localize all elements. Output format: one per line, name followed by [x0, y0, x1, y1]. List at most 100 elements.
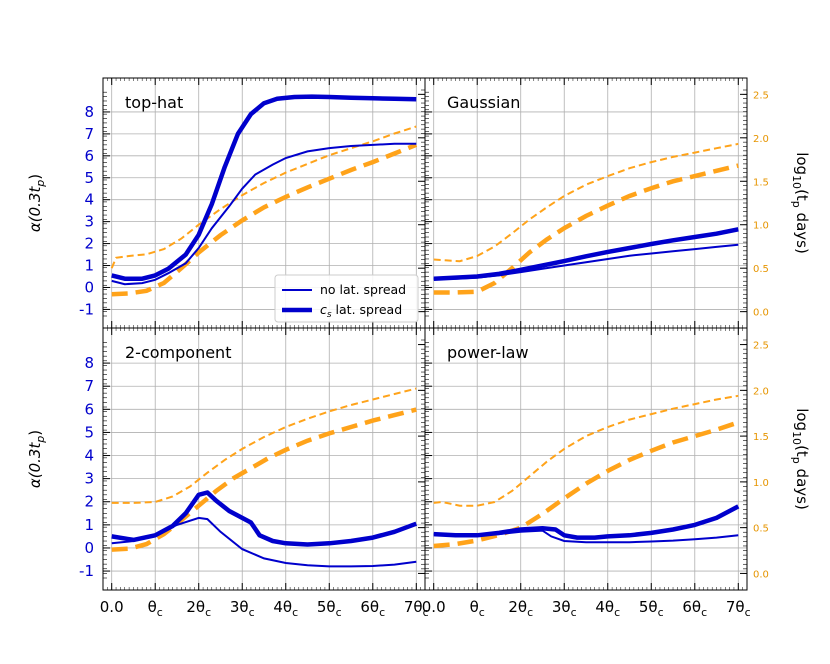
x-tick-main: 0.0: [100, 598, 124, 616]
x-tick-sub: c: [157, 606, 163, 619]
series-tp-no-spread: [110, 125, 417, 269]
axis-label-sub2: p: [790, 457, 803, 464]
y-tick-label-left: 4: [84, 191, 94, 209]
legend-cs-end: lat. spread: [332, 302, 403, 317]
x-tick-label: θc: [148, 598, 163, 619]
y-tick-label-left: 5: [84, 169, 94, 187]
series-group: [110, 94, 418, 297]
legend-label-thick: cs lat. spread: [320, 302, 402, 320]
x-tick-label: 3θc: [552, 598, 577, 619]
y-tick-label-left: 8: [84, 354, 94, 372]
series-group: [111, 387, 418, 568]
series-tp-cs-spread: [111, 407, 417, 552]
x-tick-label: 4θc: [273, 598, 298, 619]
y-tick-label-right: 0.0: [753, 308, 769, 319]
panel-title: 2-component: [125, 343, 231, 362]
axis-label-sub1: 10: [790, 431, 803, 445]
panel-title: Gaussian: [447, 93, 520, 112]
series-group: [433, 394, 740, 549]
y-tick-label-left: 0: [84, 278, 94, 296]
series-alpha-cs-spread: [433, 504, 740, 540]
y-tick-label-left: 7: [84, 377, 94, 395]
x-tick-sub: c: [658, 606, 664, 619]
y-tick-label-left: 1: [84, 516, 94, 534]
series-tp-cs-spread: [433, 163, 739, 295]
x-tick-sub: c: [527, 606, 533, 619]
x-tick-sub: c: [423, 606, 429, 619]
axis-label-main: α(0.3t: [26, 442, 44, 489]
x-tick-main: 3θ: [230, 598, 249, 616]
x-tick-label: 7θc: [404, 598, 429, 619]
panel-gaussian: Gaussian 0.0 0.5 1.0 1.5 2.0 2.5: [424, 77, 769, 329]
x-tick-main: 6θ: [360, 598, 379, 616]
y-axis-label-left: α(0.3tp): [26, 174, 47, 232]
x-tick-label: 3θc: [230, 598, 255, 619]
x-tick-main: 3θ: [552, 598, 571, 616]
y-tick-label-right: 1.0: [753, 221, 769, 232]
y-tick-label-left: 2: [84, 493, 94, 511]
series-alpha-cs-spread: [111, 94, 417, 281]
y-tick-label-left: -1: [79, 562, 94, 580]
panel-top-hat: top-hat -1 0 1 2 3 4 5 6 7 8 no lat. spread cs lat. …: [79, 77, 426, 329]
series-group: [433, 142, 739, 295]
series-tp-no-spread: [433, 142, 739, 263]
x-tick-sub: c: [292, 606, 298, 619]
y-tick-label-left: 6: [84, 147, 94, 165]
x-tick-label: 2θc: [508, 598, 533, 619]
x-tick-main: 6θ: [682, 598, 701, 616]
series-tp-cs-spread: [433, 420, 740, 549]
y-tick-label-right: 0.5: [753, 264, 769, 275]
axis-label-main: α(0.3t: [26, 186, 44, 233]
axis-label-sub2: p: [790, 201, 803, 208]
y-axis-label-left: α(0.3tp): [26, 430, 47, 488]
y-axis-label-right: log10(tp days): [790, 408, 811, 510]
axis-label-mid: (t: [793, 189, 811, 201]
y-tick-label-left: 2: [84, 235, 94, 253]
x-tick-label: 6θc: [360, 598, 385, 619]
axis-label-end: ): [26, 174, 44, 180]
y-tick-label-right: 1.0: [753, 478, 769, 489]
x-tick-sub: c: [205, 606, 211, 619]
x-tick-main: θ: [148, 598, 157, 616]
panel-frame: [424, 327, 748, 591]
x-tick-label: 0.0: [100, 598, 124, 616]
axis-label-mid: (t: [793, 445, 811, 457]
x-tick-sub: c: [479, 606, 485, 619]
axis-label-sub1: 10: [790, 175, 803, 189]
y-tick-label-left: 3: [84, 470, 94, 488]
y-tick-label-right: 1.5: [753, 432, 769, 443]
y-tick-label-right: 1.5: [753, 177, 769, 188]
y-tick-label-right: 0.5: [753, 524, 769, 535]
x-tick-main: 7θ: [726, 598, 745, 616]
x-tick-main: 7θ: [404, 598, 423, 616]
x-tick-main: 5θ: [639, 598, 658, 616]
legend-cs: c: [320, 302, 327, 317]
series-alpha-cs-spread: [433, 227, 739, 281]
axis-label-end: days): [793, 208, 811, 254]
y-tick-label-right: 2.5: [753, 341, 769, 352]
y-tick-label-left: 6: [84, 400, 94, 418]
y-tick-label-right: 2.0: [753, 134, 769, 145]
x-tick-sub: c: [571, 606, 577, 619]
series-tp-no-spread: [433, 394, 739, 507]
x-tick-label: 5θc: [317, 598, 342, 619]
y-tick-label-left: 1: [84, 257, 94, 275]
series-alpha-no-spread: [111, 142, 417, 286]
axis-label-end: ): [26, 430, 44, 436]
x-tick-main: θ: [470, 598, 479, 616]
legend-label-thin: no lat. spread: [320, 282, 406, 297]
x-tick-sub: c: [701, 606, 707, 619]
axis-label-end: days): [793, 464, 811, 510]
axis-label-log: log: [793, 152, 811, 175]
x-tick-main: 5θ: [317, 598, 336, 616]
x-tick-label: 0.0: [422, 598, 446, 616]
x-tick-main: 2θ: [508, 598, 527, 616]
y-tick-label-right: 2.0: [753, 386, 769, 397]
x-tick-sub: c: [745, 606, 751, 619]
x-tick-main: 2θ: [186, 598, 205, 616]
x-tick-main: 4θ: [595, 598, 614, 616]
x-tick-label: 4θc: [595, 598, 620, 619]
y-tick-label-left: 3: [84, 213, 94, 231]
